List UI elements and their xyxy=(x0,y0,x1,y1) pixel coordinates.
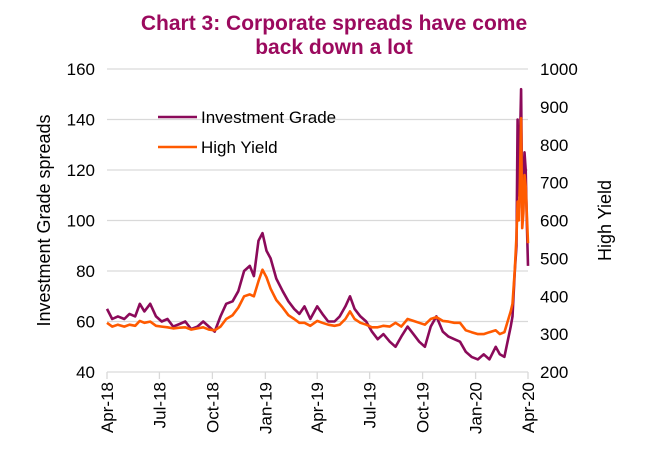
y-tick-label: 160 xyxy=(67,60,95,79)
y2-tick-label: 300 xyxy=(540,325,568,344)
x-tick-label: Jan-19 xyxy=(256,382,275,434)
x-tick-label: Apr-18 xyxy=(98,382,117,433)
y-tick-label: 100 xyxy=(67,212,95,231)
y-tick-label: 40 xyxy=(76,363,95,382)
x-tick-label: Jul-19 xyxy=(361,382,380,428)
y2-tick-label: 500 xyxy=(540,249,568,268)
y2-tick-label: 900 xyxy=(540,98,568,117)
series-line-investment-grade xyxy=(105,87,530,361)
chart-title-line-2: back down a lot xyxy=(255,36,413,59)
x-tick-label: Oct-19 xyxy=(414,382,433,433)
y2-tick-label: 400 xyxy=(540,287,568,306)
x-tick-label: Jul-18 xyxy=(150,382,169,428)
y2-tick-label: 800 xyxy=(540,136,568,155)
y2-tick-label: 200 xyxy=(540,363,568,382)
x-tick-label: Oct-18 xyxy=(203,382,222,433)
y2-tick-label: 700 xyxy=(540,174,568,193)
y2-axis-title: High Yield xyxy=(595,180,615,261)
y-tick-label: 80 xyxy=(76,262,95,281)
x-tick-label: Jan-20 xyxy=(467,382,486,434)
y-tick-label: 60 xyxy=(76,313,95,332)
legend-label: High Yield xyxy=(201,138,278,157)
series-line-high-yield xyxy=(106,116,530,336)
x-tick-label: Apr-20 xyxy=(519,382,538,433)
y2-tick-label: 600 xyxy=(540,212,568,231)
y-tick-label: 140 xyxy=(67,111,95,130)
x-tick-label: Apr-19 xyxy=(308,382,327,433)
legend-label: Investment Grade xyxy=(201,108,336,127)
y-axis-title: Investment Grade spreads xyxy=(34,114,54,326)
chart-title-line-1: Chart 3: Corporate spreads have come xyxy=(140,12,528,35)
y-tick-label: 120 xyxy=(67,161,95,180)
y2-tick-label: 1000 xyxy=(540,60,578,79)
